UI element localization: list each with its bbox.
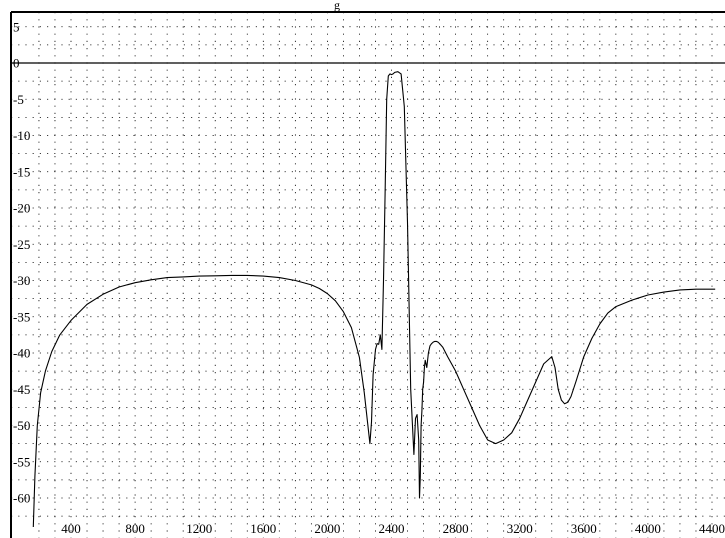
series-group [32,71,716,528]
y-tick-label: -25 [13,237,30,252]
y-tick-label: -20 [13,201,30,216]
x-tick-labels: 400 800 1200 1600 2000 2400 2800 3200 3600 4000 44… [61,521,725,536]
y-tick-label: 5 [13,19,20,34]
x-tick-label: 800 [125,521,145,536]
x-tick-label: 4400 [699,521,725,536]
x-tick-label: 1600 [250,521,276,536]
x-tick-label: 2400 [379,521,405,536]
y-tick-label: -55 [13,454,30,469]
y-tick-label: -50 [13,418,30,433]
x-tick-label: 3200 [507,521,533,536]
y-tick-label: -45 [13,382,30,397]
chart-title-fragment: g [334,0,340,12]
x-tick-label: 400 [61,521,81,536]
y-tick-label: -40 [13,346,30,361]
y-tick-label: -60 [13,491,30,506]
x-tick-label: 1200 [186,521,212,536]
y-tick-label: 0 [13,56,20,71]
x-tick-label: 4000 [635,521,661,536]
y-tick-label: -15 [13,164,30,179]
x-tick-label: 3600 [571,521,597,536]
x-tick-label: 2000 [314,521,340,536]
plot-frame [10,11,725,538]
y-tick-label: -10 [13,128,30,143]
y-tick-label: -5 [13,92,24,107]
y-tick-label: -35 [13,309,30,324]
x-tick-label: 2800 [443,521,469,536]
y-tick-label: -30 [13,273,30,288]
y-tick-labels: 5 0 -5 -10 -15 -20 -25 -30 -35 -40 -45 -50 -55 -60 [13,19,30,505]
series-line-1 [32,71,716,528]
